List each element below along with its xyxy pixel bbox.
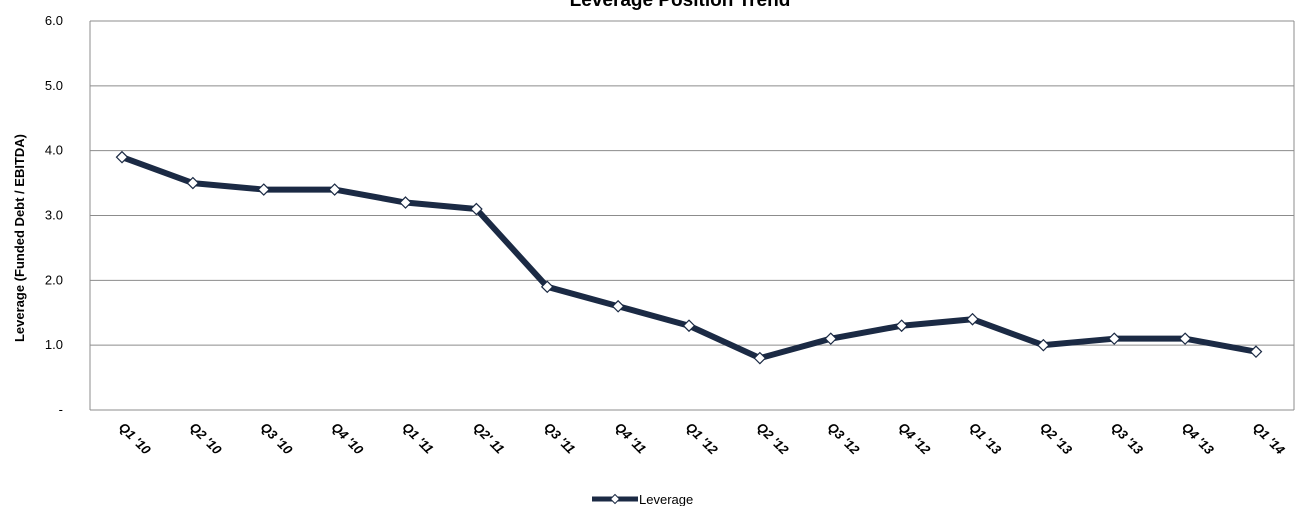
x-tick-label: Q1 '13 bbox=[966, 420, 1004, 458]
data-point bbox=[399, 196, 412, 209]
x-tick-label: Q3 '11 bbox=[541, 420, 578, 457]
legend-swatch-marker bbox=[609, 493, 621, 505]
data-point bbox=[470, 202, 483, 216]
x-tick-label: Q4 '12 bbox=[896, 420, 934, 458]
y-tick-label: 4.0 bbox=[45, 143, 63, 158]
data-point bbox=[115, 150, 129, 164]
data-point bbox=[540, 280, 554, 294]
data-point bbox=[328, 183, 341, 196]
data-point bbox=[257, 183, 271, 196]
y-tick-label: - bbox=[59, 402, 63, 417]
data-point bbox=[1107, 332, 1121, 346]
gridlines bbox=[90, 20, 1294, 346]
data-point bbox=[824, 332, 838, 346]
data-point bbox=[895, 319, 908, 333]
y-tick-label: 1.0 bbox=[45, 337, 63, 352]
x-tick-label: Q1 '12 bbox=[683, 420, 721, 458]
chart-title: Leverage Position Trend bbox=[570, 0, 791, 11]
y-tick-label: 3.0 bbox=[45, 208, 63, 223]
x-tick-label: Q4 '13 bbox=[1179, 420, 1217, 458]
x-tick-label: Q2 '13 bbox=[1037, 420, 1075, 458]
series-leverage bbox=[115, 150, 1263, 365]
y-axis-label: Leverage (Funded Debt / EBITDA) bbox=[12, 134, 27, 342]
y-tick-label: 5.0 bbox=[45, 78, 63, 93]
data-point bbox=[753, 351, 767, 365]
y-tick-label: 6.0 bbox=[45, 13, 63, 28]
y-axis-ticks: - 1.0 2.0 3.0 4.0 5.0 6.0 bbox=[45, 13, 63, 417]
y-tick-label: 2.0 bbox=[45, 272, 63, 287]
x-tick-label: Q1 '10 bbox=[116, 420, 154, 458]
data-point bbox=[1037, 338, 1050, 352]
data-point bbox=[682, 319, 696, 333]
x-tick-label: Q4 '11 bbox=[612, 420, 649, 457]
x-tick-label: Q2 '12 bbox=[754, 420, 792, 458]
data-point bbox=[1178, 332, 1192, 346]
data-point bbox=[611, 299, 625, 313]
x-tick-label: Q2' 11 bbox=[470, 420, 507, 457]
x-tick-label: Q1 '14 bbox=[1250, 420, 1288, 458]
data-point bbox=[966, 312, 979, 326]
x-tick-label: Q3 '12 bbox=[825, 420, 863, 458]
data-point bbox=[186, 176, 200, 190]
x-tick-label: Q2 '10 bbox=[187, 420, 225, 458]
x-axis-ticks: Q1 '10 Q2 '10 Q3 '10 Q4 '10 Q1 '11 Q2' 11 Q3 '… bbox=[116, 420, 1288, 458]
x-tick-label: Q3 '10 bbox=[258, 420, 296, 458]
data-point bbox=[1249, 345, 1263, 358]
x-tick-label: Q3 '13 bbox=[1108, 420, 1146, 458]
legend: Leverage bbox=[592, 492, 693, 506]
x-tick-label: Q1 '11 bbox=[399, 420, 436, 457]
axes bbox=[89, 21, 1295, 411]
x-tick-label: Q4 '10 bbox=[329, 420, 367, 458]
legend-label: Leverage bbox=[639, 492, 693, 506]
